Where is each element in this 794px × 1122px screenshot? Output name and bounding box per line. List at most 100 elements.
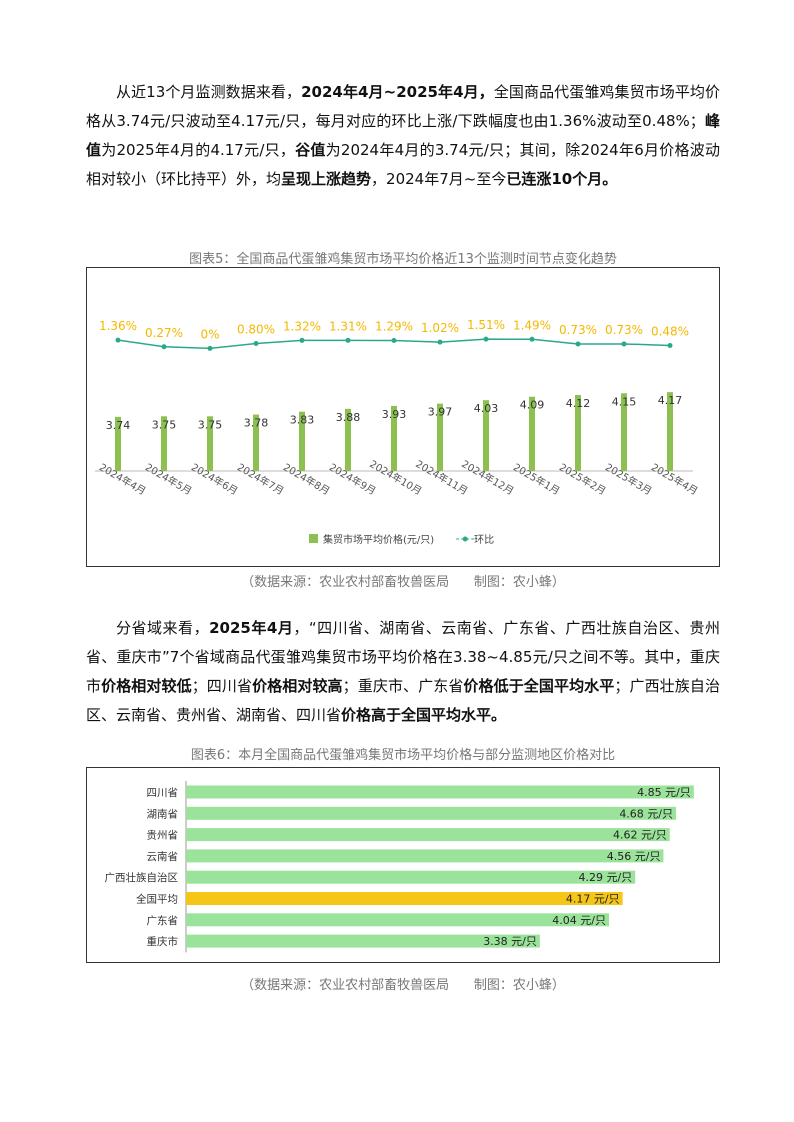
y-tick-label: 重庆市 — [147, 935, 179, 948]
point — [483, 336, 489, 342]
data-label: 4.15 — [612, 395, 637, 408]
legend-label: 集贸市场平均价格(元/只) — [323, 533, 434, 546]
data-label: 0.48% — [651, 324, 689, 338]
data-label: 1.31% — [329, 319, 367, 333]
data-label: 0.80% — [237, 323, 275, 337]
bar — [667, 392, 673, 471]
text-run: 峰值 — [86, 112, 720, 159]
bar — [186, 828, 670, 842]
bar — [186, 849, 664, 863]
legend-label: 环比 — [474, 534, 494, 546]
point — [161, 344, 167, 350]
chart: 2024年4月2024年5月2024年6月2024年7月2024年8月2024年… — [86, 267, 720, 567]
text-run: 2025年4月 — [209, 619, 294, 637]
bar — [391, 405, 397, 471]
data-label: 4.17 元/只 — [566, 893, 620, 906]
text-run: 从近13个月监测数据来看， — [116, 83, 302, 101]
text-run: 呈现上涨趋势 — [281, 170, 372, 188]
data-label: 3.75 — [152, 418, 177, 431]
data-label: 3.93 — [382, 408, 407, 421]
data-label: 3.97 — [428, 406, 453, 419]
y-tick-label: 云南省 — [147, 850, 179, 863]
data-label: 0.27% — [145, 326, 183, 340]
data-label: 1.29% — [375, 320, 413, 334]
point — [529, 336, 535, 342]
point — [391, 338, 397, 344]
bar — [186, 913, 610, 927]
bar — [299, 411, 305, 471]
point — [115, 337, 121, 343]
text-run: ；四川省 — [191, 677, 253, 695]
x-tick-label: 2024年8月 — [281, 460, 332, 497]
text-run: 价格低于全国平均水平 — [463, 677, 615, 695]
chart-title: 图表6：本月全国商品代蛋雏鸡集贸市场平均价格与部分监测地区价格对比 — [190, 748, 616, 763]
data-label: 4.29 元/只 — [578, 871, 632, 884]
text-run: ，“四川省、湖南省、云南省、广东省、广西壮族自治区、贵州省、重庆市”7个省域商品… — [86, 619, 720, 695]
text-run: ；重庆市、广东省 — [342, 677, 464, 695]
text-run: 价格相对较高 — [252, 677, 343, 695]
data-label: 4.62 元/只 — [613, 829, 667, 842]
x-tick-label: 2025年2月 — [557, 460, 608, 497]
bar — [529, 396, 535, 471]
data-label: 1.32% — [283, 319, 321, 333]
data-label: 3.38 元/只 — [483, 935, 537, 948]
text-run: 为2025年4月的4.17元/只， — [101, 141, 296, 159]
chart-source: （数据来源：农业农村部畜牧兽医局 制图：农小蜂） — [241, 978, 565, 993]
point — [437, 339, 443, 345]
point — [345, 337, 351, 343]
bar — [186, 892, 623, 905]
legend-swatch — [309, 534, 318, 543]
data-label: 4.17 — [658, 394, 683, 407]
data-label: 4.03 — [474, 402, 499, 415]
x-tick-label: 2024年5月 — [143, 460, 194, 497]
bar — [345, 408, 351, 471]
text-run: 为2024年4月的3.74元/只；其间，除2024年6月价格波动相对较小（环比持… — [86, 141, 720, 188]
y-tick-label: 广东省 — [147, 914, 179, 927]
data-label: 3.88 — [336, 411, 361, 424]
bar — [575, 395, 581, 471]
y-tick-label: 贵州省 — [147, 829, 179, 842]
data-label: 1.49% — [513, 318, 551, 332]
bar — [186, 785, 694, 799]
chart-title: 图表5：全国商品代蛋雏鸡集贸市场平均价格近13个监测时间节点变化趋势 — [189, 252, 617, 267]
bar — [437, 403, 443, 471]
point — [667, 342, 673, 348]
bar — [161, 416, 167, 471]
text-run: ，2024年7月~至今 — [371, 170, 507, 188]
y-tick-label: 全国平均 — [136, 893, 178, 906]
data-label: 0% — [200, 327, 219, 341]
data-label: 4.09 — [520, 399, 545, 412]
y-tick-label: 广西壮族自治区 — [105, 871, 179, 884]
y-tick-label: 湖南省 — [147, 807, 179, 820]
text-run: 已连涨10个月。 — [506, 170, 618, 188]
data-label: 3.75 — [198, 418, 223, 431]
data-label: 1.02% — [421, 321, 459, 335]
data-label: 3.78 — [244, 417, 269, 430]
text-run: 价格高于全国平均水平。 — [341, 706, 507, 724]
bar — [253, 414, 259, 471]
data-label: 0.73% — [605, 323, 643, 337]
data-label: 4.12 — [566, 397, 591, 410]
point — [207, 345, 213, 351]
point — [575, 341, 581, 347]
point — [621, 341, 627, 347]
x-tick-label: 2025年4月 — [649, 460, 700, 497]
data-label: 1.36% — [99, 319, 137, 333]
text-run: 价格相对较低 — [101, 677, 192, 695]
bar — [115, 416, 121, 471]
y-tick-label: 四川省 — [147, 786, 179, 799]
text-run: 2024年4月~2025年4月， — [301, 83, 494, 101]
x-tick-label: 2025年3月 — [603, 460, 654, 497]
legend-swatch — [462, 536, 468, 542]
text-run: 分省域来看， — [116, 619, 210, 637]
bar — [186, 934, 540, 948]
x-tick-label: 2024年6月 — [189, 460, 240, 497]
bar — [186, 870, 636, 884]
x-tick-label: 2024年7月 — [235, 460, 286, 497]
data-label: 4.68 元/只 — [619, 807, 673, 820]
x-tick-label: 2025年1月 — [511, 460, 562, 497]
data-label: 3.83 — [290, 414, 315, 427]
bar — [207, 416, 213, 471]
